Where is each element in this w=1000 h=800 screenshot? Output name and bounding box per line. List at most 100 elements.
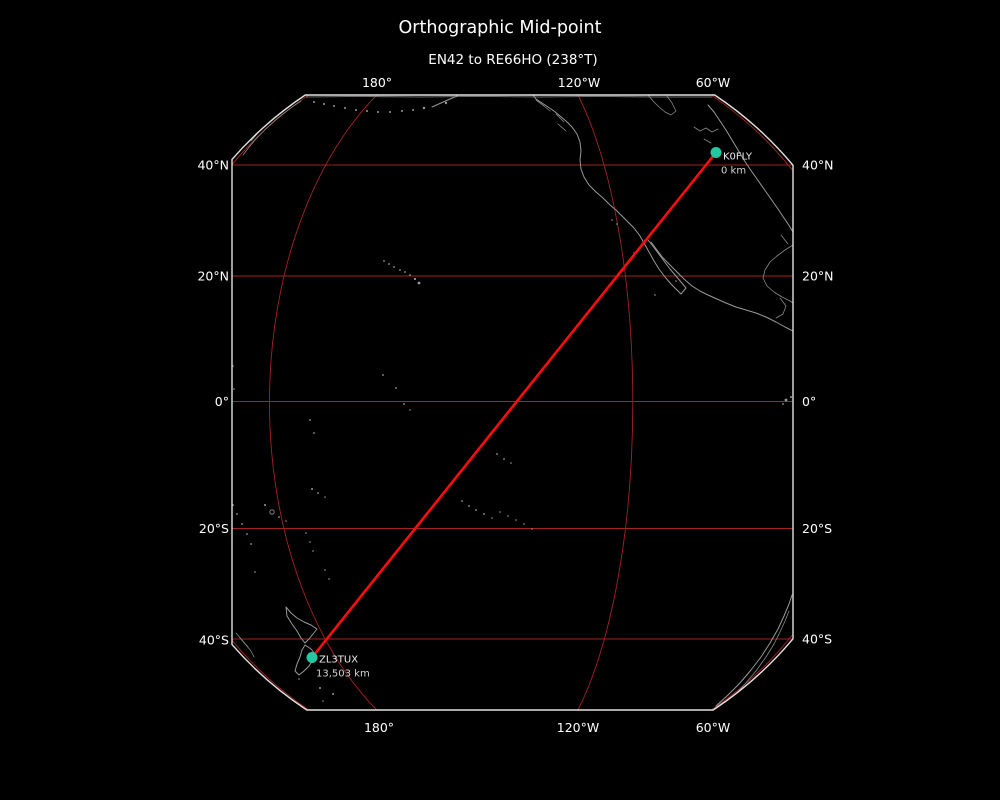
- station-label-k0fly: K0FLY: [723, 152, 753, 163]
- left-tick-40s: 40°S: [199, 633, 229, 648]
- coastline-alaska-peninsula: [431, 95, 458, 108]
- left-tick-20s: 20°S: [199, 521, 229, 536]
- coastline-baja-california: [643, 239, 687, 295]
- island-dot: [328, 578, 330, 580]
- station-label-zl3tux: ZL3TUX: [319, 655, 358, 666]
- top-tick-180: 180°: [362, 75, 392, 90]
- page-title: Orthographic Mid-point: [399, 18, 602, 38]
- top-tick-120w: 120°W: [558, 75, 600, 90]
- island-dot: [523, 523, 525, 525]
- bottom-axis-labels: 180° 120°W 60°W: [364, 720, 730, 735]
- bottom-tick-60w: 60°W: [696, 720, 731, 735]
- island-dot: [278, 516, 280, 518]
- top-tick-60w: 60°W: [696, 75, 731, 90]
- island-dot: [246, 533, 248, 535]
- coastline-us-east: [707, 104, 793, 233]
- island-dot: [412, 109, 414, 111]
- bottom-tick-120w: 120°W: [557, 720, 599, 735]
- island-dot: [285, 520, 287, 522]
- island-dot: [403, 403, 405, 405]
- island-dot: [388, 263, 390, 265]
- left-tick-40n: 40°N: [197, 158, 229, 173]
- island-dot: [483, 513, 485, 515]
- meridian-120w: [577, 95, 634, 710]
- island-dot: [233, 388, 235, 390]
- island-dot: [475, 509, 477, 511]
- coastline-mexico-central-america: [650, 241, 793, 332]
- station-marker-zl3tux: [306, 652, 318, 663]
- island-dot: [264, 504, 266, 506]
- island-dot: [313, 101, 315, 103]
- coastline-chile-outer: [715, 594, 793, 707]
- left-tick-20n: 20°N: [197, 269, 229, 284]
- island-dot: [499, 511, 501, 513]
- coastline-australia-sliver: [235, 632, 255, 658]
- station-distance-k0fly: 0 km: [721, 166, 746, 177]
- island-dot: [312, 550, 314, 552]
- island-dot: [382, 374, 384, 376]
- coastline-great-lakes: [693, 126, 719, 144]
- coastline-arctic: [305, 96, 713, 98]
- island-dot: [319, 687, 321, 689]
- island-dot: [309, 541, 311, 543]
- island-dot: [404, 271, 406, 273]
- island-dot: [444, 101, 448, 105]
- coastline-north-america-west: [532, 95, 645, 244]
- island-dot: [269, 509, 275, 515]
- coastline-hudson-bay: [647, 95, 677, 116]
- top-axis-labels: 180° 120°W 60°W: [362, 75, 730, 90]
- right-tick-20s: 20°S: [802, 521, 832, 536]
- left-tick-0: 0°: [215, 394, 229, 409]
- island-dot: [611, 219, 613, 221]
- meridian-60w: [710, 95, 793, 710]
- galapagos-islands: [782, 396, 792, 405]
- station-k0fly: K0FLY 0 km: [710, 147, 753, 177]
- island-dot: [313, 432, 315, 434]
- island-dot: [333, 105, 335, 107]
- island-dot: [309, 419, 311, 421]
- island-dot: [298, 678, 300, 680]
- island-dot: [468, 505, 470, 507]
- island-dot: [507, 515, 509, 517]
- nz-outlying-islands: [298, 678, 334, 702]
- island-dot: [250, 543, 252, 545]
- island-dot: [461, 500, 463, 502]
- island-dot: [344, 107, 346, 109]
- island-dot: [377, 111, 379, 113]
- island-dot: [422, 106, 426, 110]
- island-dot: [491, 517, 493, 519]
- island-dot: [675, 280, 677, 282]
- graticule: [232, 95, 793, 710]
- island-dot: [413, 277, 417, 281]
- island-dot: [393, 266, 395, 268]
- map-boundary: [231, 94, 794, 711]
- island-dot: [409, 409, 411, 411]
- right-tick-40n: 40°N: [802, 158, 834, 173]
- coastline-bc-islands: [535, 99, 567, 132]
- station-distance-zl3tux: 13,503 km: [316, 669, 370, 680]
- island-dot: [322, 700, 324, 702]
- island-dot: [409, 274, 411, 276]
- station-marker-k0fly: [710, 147, 722, 158]
- island-dot: [399, 269, 401, 271]
- island-dot: [324, 569, 326, 571]
- page-subtitle: EN42 to RE66HO (238°T): [428, 52, 597, 68]
- island-dot: [236, 513, 238, 515]
- station-zl3tux: ZL3TUX 13,503 km: [306, 652, 370, 680]
- meridian-180: [269, 95, 378, 710]
- right-tick-40s: 40°S: [802, 632, 832, 647]
- island-dot: [496, 453, 498, 455]
- bottom-tick-180: 180°: [364, 720, 394, 735]
- island-dot: [355, 109, 357, 111]
- island-dot: [417, 281, 421, 285]
- great-circle-path: [310, 151, 718, 659]
- right-tick-0: 0°: [802, 394, 816, 409]
- right-axis-labels: 40°N 20°N 0° 20°S 40°S: [802, 158, 834, 647]
- island-dot: [654, 294, 656, 296]
- island-dot: [332, 693, 334, 695]
- island-dot: [784, 398, 788, 402]
- right-tick-20n: 20°N: [802, 269, 834, 284]
- coastline-nz-north-island: [285, 606, 318, 644]
- island-dot: [241, 523, 243, 525]
